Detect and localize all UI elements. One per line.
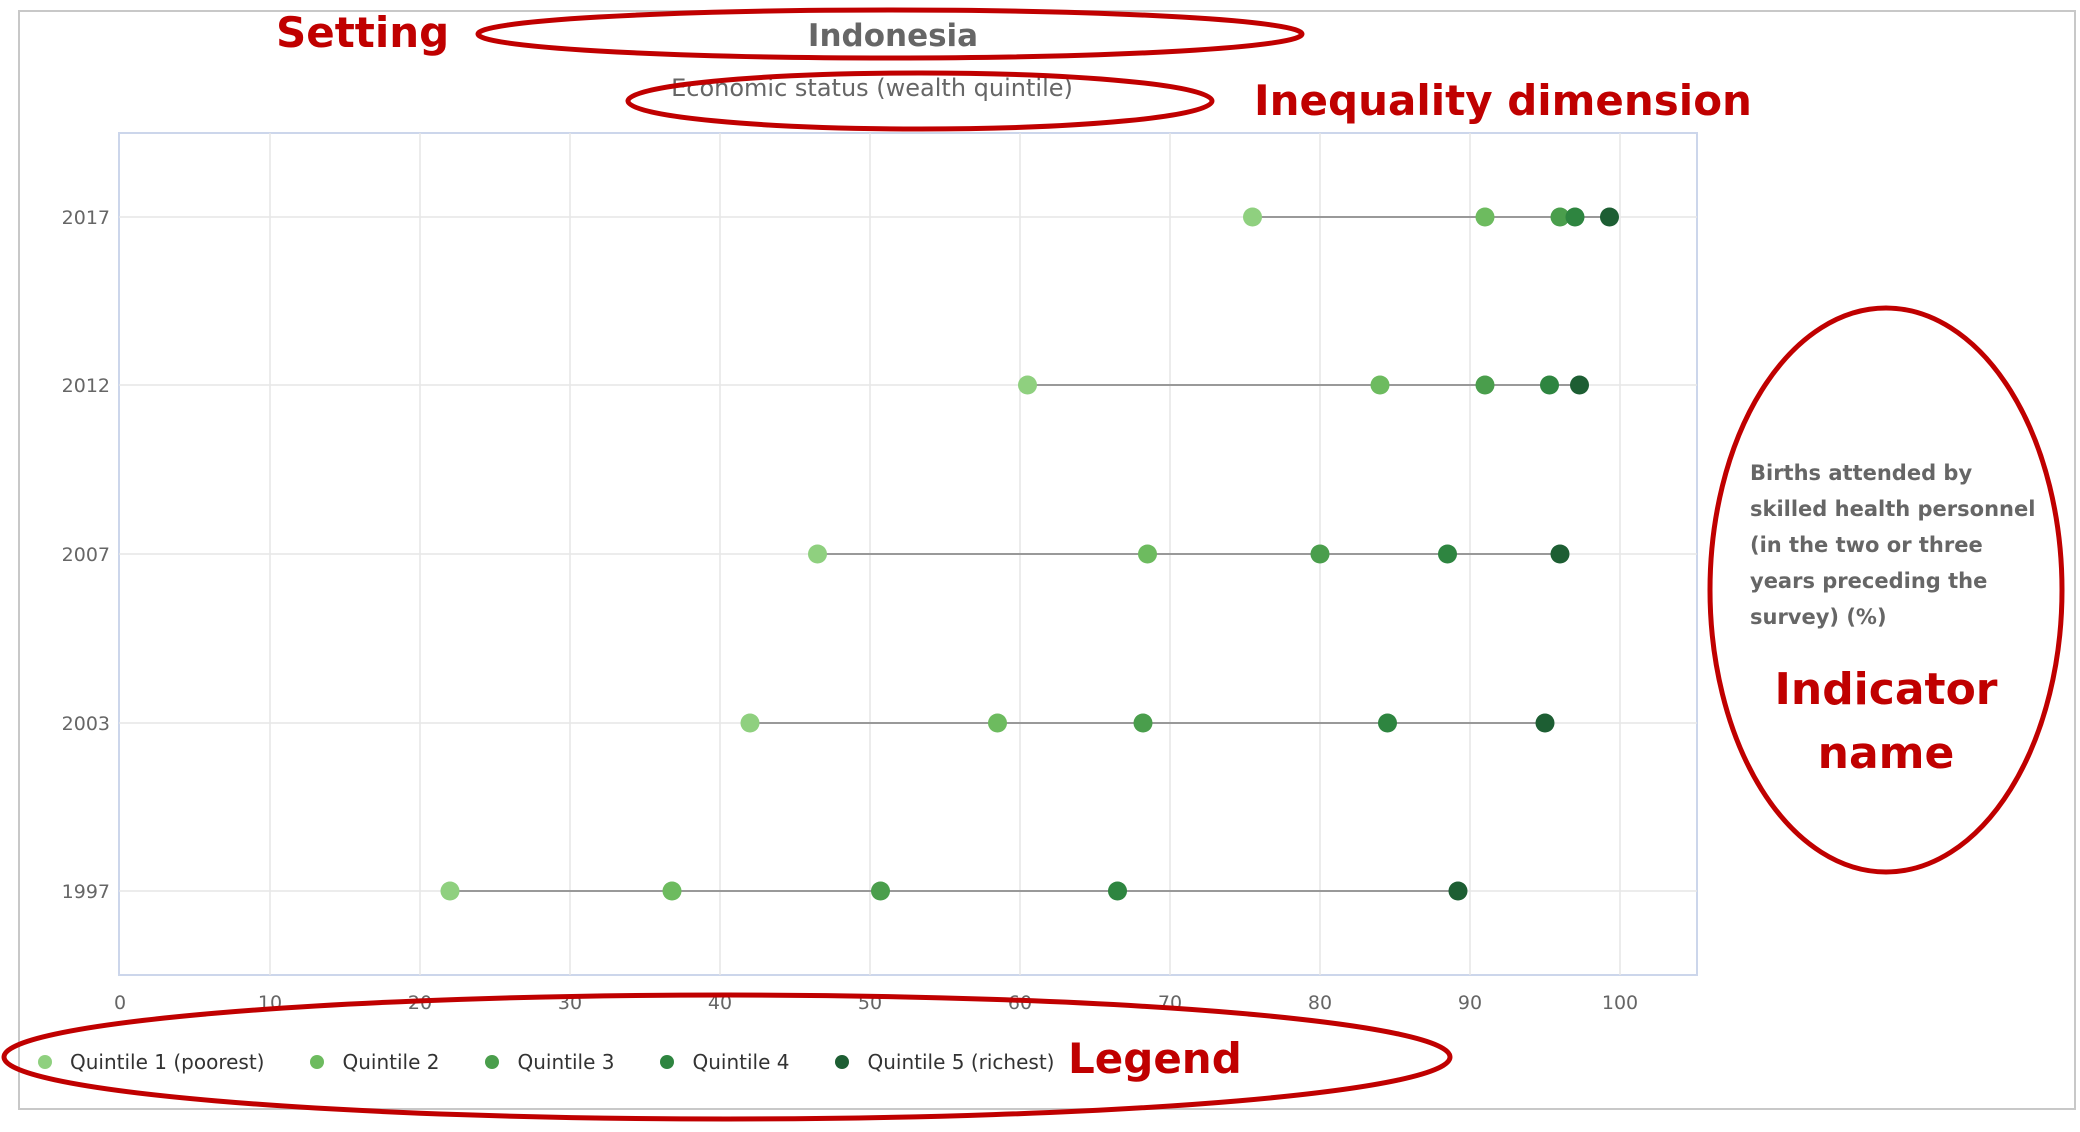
annotation-setting: Setting (276, 8, 450, 57)
data-point (740, 713, 760, 733)
legend-marker-icon (310, 1055, 325, 1069)
data-point (1540, 375, 1559, 395)
data-point (1535, 713, 1555, 733)
data-point (988, 713, 1007, 733)
legend-marker-icon (835, 1055, 850, 1069)
data-point (1133, 713, 1153, 733)
data-point (871, 881, 890, 901)
legend-label: Quintile 2 (342, 1050, 440, 1074)
legend-marker-icon (485, 1055, 500, 1069)
x-tick-label: 90 (1458, 992, 1482, 1014)
legend-item[interactable]: Quintile 4 (660, 1050, 789, 1074)
dimension-ellipse (625, 70, 1215, 132)
data-point (1570, 375, 1589, 395)
legend: Quintile 1 (poorest) Quintile 2 Quintile 3… (38, 1046, 1100, 1078)
data-point (1448, 881, 1468, 901)
indicator-label: Births attended by skilled health person… (1750, 461, 2036, 629)
legend-item[interactable]: Quintile 3 (485, 1050, 614, 1074)
data-point (1475, 207, 1495, 227)
legend-marker-icon (660, 1055, 675, 1069)
data-point (1565, 207, 1585, 227)
data-point (1018, 375, 1037, 395)
y-tick-label: 2003 (62, 713, 110, 735)
data-point (1378, 713, 1397, 733)
y-tick-label: 2017 (62, 207, 110, 229)
annotation-legend: Legend (1068, 1034, 1242, 1083)
annotation-indicator-line2: name (1817, 728, 1955, 779)
data-point (1243, 207, 1262, 227)
x-tick-label: 100 (1602, 992, 1638, 1014)
data-point (1550, 544, 1570, 564)
annotation-inequality-dimension: Inequality dimension (1254, 76, 1752, 125)
legend-ellipse (1, 992, 1453, 1122)
legend-label: Quintile 5 (richest) (867, 1050, 1055, 1074)
y-tick-label: 1997 (62, 881, 110, 903)
data-point (662, 881, 682, 901)
data-point (1138, 544, 1157, 564)
data-point (1438, 544, 1457, 564)
legend-label: Quintile 4 (692, 1050, 790, 1074)
legend-marker-icon (38, 1055, 52, 1069)
x-tick-label: 0 (114, 992, 126, 1014)
data-point (440, 881, 460, 901)
data-point (1108, 881, 1127, 901)
legend-label: Quintile 3 (517, 1050, 615, 1074)
indicator-ellipse (1707, 305, 2065, 875)
data-point (1370, 375, 1390, 395)
legend-item[interactable]: Quintile 1 (poorest) (38, 1050, 264, 1074)
legend-item[interactable]: Quintile 5 (richest) (835, 1050, 1054, 1074)
data-point (1600, 207, 1619, 227)
legend-label: Quintile 1 (poorest) (70, 1050, 265, 1074)
y-tick-label: 2007 (62, 544, 110, 566)
legend-item[interactable]: Quintile 2 (310, 1050, 439, 1074)
setting-ellipse (475, 7, 1305, 61)
data-point (1475, 375, 1495, 395)
y-tick-label: 2012 (62, 375, 110, 397)
data-point (808, 544, 827, 564)
x-tick-label: 80 (1308, 992, 1332, 1014)
data-point (1310, 544, 1330, 564)
data-point (1550, 207, 1570, 227)
annotation-indicator-line1: Indicator (1774, 664, 1998, 715)
